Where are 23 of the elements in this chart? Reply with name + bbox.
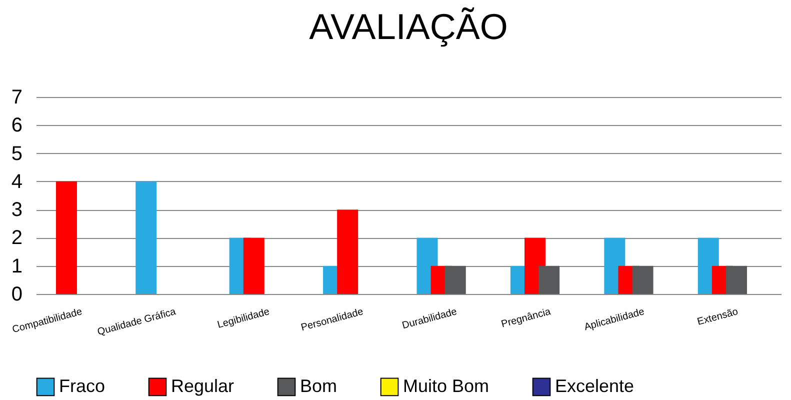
y-tick-label: 4 (11, 170, 22, 193)
legend-label: Regular (171, 376, 234, 396)
y-tick-label: 0 (11, 284, 22, 306)
bar (56, 181, 77, 294)
bar (136, 181, 157, 294)
bar (243, 238, 264, 294)
bar (337, 210, 358, 294)
legend-label: Bom (300, 376, 338, 396)
y-tick-label: 3 (11, 199, 22, 222)
x-tick-label: Extensão (696, 306, 740, 328)
bar (538, 266, 560, 294)
y-tick-label: 5 (11, 142, 22, 165)
y-tick-label: 2 (11, 227, 22, 250)
legend-label: Muito Bom (403, 376, 490, 396)
y-tick-label: 6 (11, 114, 22, 137)
y-tick-label: 7 (11, 86, 22, 108)
bar (444, 266, 466, 294)
legend-label: Excelente (555, 376, 634, 396)
chart-title: AVALIAÇÃO (309, 6, 508, 47)
y-tick-label: 1 (11, 255, 22, 278)
bar (632, 266, 654, 294)
bar (726, 266, 747, 294)
legend-label: Fraco (59, 376, 106, 396)
